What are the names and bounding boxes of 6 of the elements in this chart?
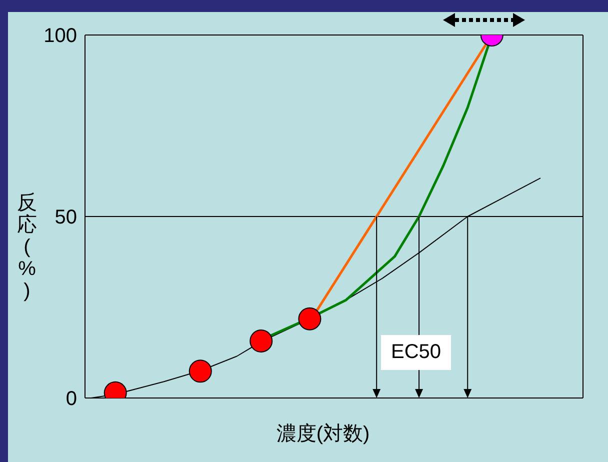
annotation: EC50: [381, 335, 452, 370]
x-axis-title: 濃度(対数): [275, 422, 371, 447]
y-axis-title: 反応(%): [16, 192, 38, 302]
y-tick-label: 100: [44, 25, 77, 48]
y-tick-label: 0: [66, 388, 77, 410]
y-tick-label: 50: [54, 206, 77, 229]
